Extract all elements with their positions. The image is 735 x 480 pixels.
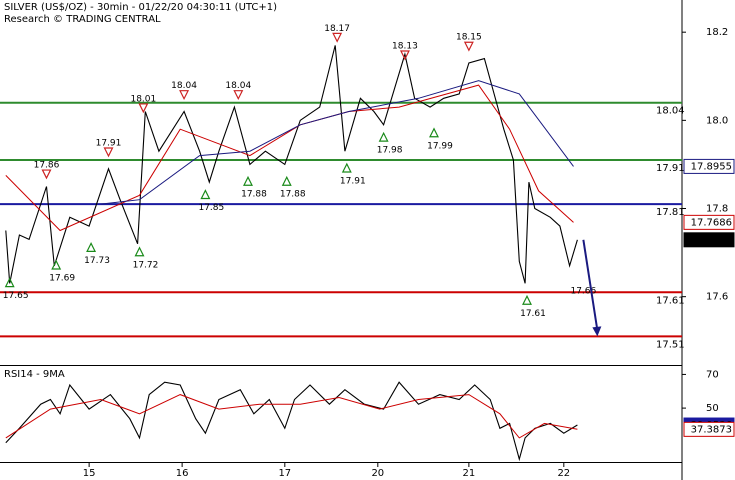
- support-marker: [378, 131, 389, 142]
- annotation-label: 17.91: [96, 139, 122, 149]
- annotation-label: 18.04: [225, 81, 251, 91]
- series-line: [5, 394, 578, 439]
- support-marker: [281, 175, 292, 186]
- series-line: [100, 80, 574, 205]
- chart-subtitle: Research © TRADING CENTRAL: [4, 14, 161, 25]
- support-marker: [51, 259, 62, 270]
- x-tick-label: 16: [176, 468, 189, 479]
- support-marker: [243, 175, 253, 186]
- projection-arrow: [582, 239, 599, 331]
- resistance-marker: [233, 90, 244, 101]
- support-marker: [4, 277, 15, 288]
- annotation-label: 18.04: [171, 81, 197, 91]
- annotation-label: 17.99: [427, 141, 453, 151]
- support-marker: [429, 127, 439, 138]
- last-value-box: [683, 421, 735, 437]
- y-tick-label: 18.0: [706, 115, 728, 126]
- y-tick-label: 70: [706, 369, 719, 380]
- y-tick-label: 17.8: [706, 204, 728, 215]
- annotation-label: 17.85: [198, 203, 224, 213]
- resistance-marker: [179, 90, 190, 101]
- annotation-label: 18.17: [324, 24, 350, 34]
- annotation-label: 17.72: [133, 260, 159, 270]
- x-tick-label: 15: [83, 468, 96, 479]
- resistance-marker: [332, 32, 343, 43]
- y-tick-label: 17.6: [706, 292, 728, 303]
- y-tick-label: 18.2: [706, 27, 728, 38]
- annotation-label: 17.73: [84, 256, 110, 266]
- support-marker: [200, 189, 211, 200]
- resistance-marker: [41, 169, 52, 180]
- support-marker: [341, 162, 352, 173]
- series-line: [5, 45, 578, 284]
- resistance-marker: [463, 41, 474, 52]
- projection-arrowhead: [592, 326, 602, 337]
- last-value-label: 37.3873: [691, 424, 732, 435]
- last-value-label: 17.7686: [691, 217, 732, 228]
- level-label: 17.81: [656, 207, 685, 218]
- annotation-label: 18.01: [130, 94, 156, 104]
- x-tick-label: 17: [278, 468, 291, 479]
- series-line: [5, 381, 578, 462]
- level-label: 17.61: [656, 295, 685, 306]
- annotation-label: 17.69: [49, 273, 75, 283]
- annotation-label: 17.65: [3, 291, 29, 301]
- annotation-label: 17.88: [241, 190, 267, 200]
- annotation-label: 17.88: [280, 190, 306, 200]
- level-label: 17.91: [656, 163, 685, 174]
- annotation-label: 18.13: [392, 42, 418, 52]
- resistance-marker: [103, 147, 114, 158]
- annotation-label: 17.98: [377, 146, 403, 156]
- support-marker: [522, 294, 532, 305]
- y-tick-label: 50: [706, 403, 719, 414]
- last-value-box: [683, 158, 735, 174]
- x-tick-label: 20: [371, 468, 384, 479]
- annotation-label: 17.66: [570, 287, 596, 297]
- level-label: 18.04: [656, 106, 685, 117]
- annotation-label: 17.86: [34, 161, 60, 171]
- last-value-box: [683, 232, 735, 248]
- annotation-label: 17.61: [520, 309, 546, 319]
- level-label: 17.51: [656, 339, 685, 350]
- x-tick-label: 21: [463, 468, 476, 479]
- support-marker: [134, 246, 145, 257]
- annotation-label: 18.15: [456, 33, 482, 43]
- rsi-title: RSI14 - 9MA: [4, 369, 65, 380]
- resistance-marker: [399, 50, 410, 61]
- resistance-marker: [138, 103, 149, 114]
- last-value-box: [683, 214, 735, 230]
- annotation-label: 17.91: [340, 177, 366, 187]
- last-value-label: 17.729: [697, 235, 732, 246]
- last-value-label: 17.8955: [691, 161, 732, 172]
- chart-title: SILVER (US$/OZ) - 30min - 01/22/20 04:30…: [4, 2, 277, 13]
- support-marker: [86, 242, 97, 252]
- x-tick-label: 22: [557, 468, 570, 479]
